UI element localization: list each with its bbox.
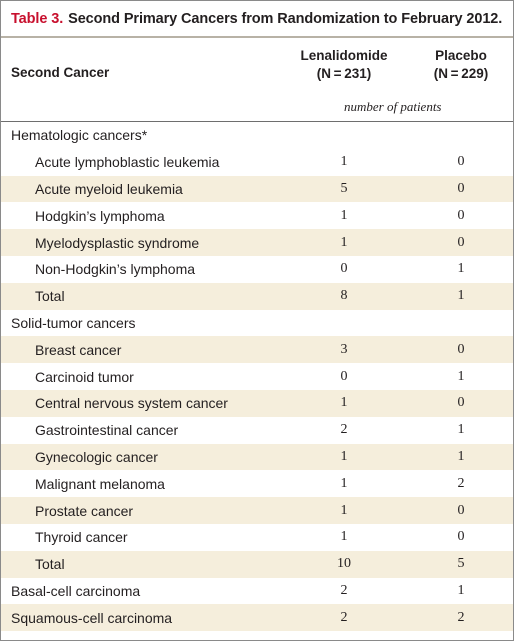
lenalidomide-value: 1 xyxy=(340,207,348,223)
column-header-placebo: Placebo (N = 229) xyxy=(411,47,511,83)
lenalidomide-value: 2 xyxy=(340,582,348,598)
lenalidomide-value: 1 xyxy=(340,475,348,491)
placebo-value: 1 xyxy=(457,422,465,438)
placebo-value: 0 xyxy=(457,502,465,518)
lenalidomide-label: Lenalidomide xyxy=(300,48,388,63)
row-label: Gynecologic cancer xyxy=(35,448,158,465)
table-row: Total 10 5 xyxy=(1,550,513,578)
row-label: Non-Hodgkin’s lymphoma xyxy=(35,261,196,278)
row-label: Total xyxy=(35,288,65,305)
table-row: Total 8 1 xyxy=(1,282,513,310)
table-title: Second Primary Cancers from Randomizatio… xyxy=(68,10,503,27)
table-row: Acute lymphoblastic leukemia 1 0 xyxy=(1,149,513,176)
table-row: Central nervous system cancer 1 0 xyxy=(1,389,513,417)
row-label: Hodgkin’s lymphoma xyxy=(35,207,165,224)
placebo-value: 0 xyxy=(457,154,465,170)
lenalidomide-value: 1 xyxy=(340,529,348,545)
placebo-value: 0 xyxy=(457,529,465,545)
placebo-value: 0 xyxy=(457,207,465,223)
lenalidomide-value: 1 xyxy=(340,154,348,170)
table-row: Thyroid cancer 1 0 xyxy=(1,524,513,551)
placebo-label: Placebo xyxy=(435,48,487,63)
placebo-value: 2 xyxy=(457,475,465,491)
table-row: Prostate cancer 1 0 xyxy=(1,497,513,524)
lenalidomide-value: 1 xyxy=(340,395,348,411)
lenalidomide-value: 1 xyxy=(340,448,348,464)
placebo-value: 1 xyxy=(457,261,465,277)
placebo-value: 0 xyxy=(457,341,465,357)
row-label: Solid-tumor cancers xyxy=(11,314,136,331)
table-row: Gynecologic cancer 1 1 xyxy=(1,443,513,471)
lenalidomide-value: 8 xyxy=(340,288,348,304)
row-label: Gastrointestinal cancer xyxy=(35,422,179,439)
placebo-value: 2 xyxy=(457,609,465,625)
table-row: Gastrointestinal cancer 2 1 xyxy=(1,417,513,444)
row-label: Acute lymphoblastic leukemia xyxy=(35,154,220,171)
table-row: Solid-tumor cancers xyxy=(1,310,513,337)
placebo-value: 1 xyxy=(457,582,465,598)
row-label: Acute myeloid leukemia xyxy=(35,180,183,197)
placebo-value: 1 xyxy=(457,288,465,304)
table-number: Table 3. xyxy=(11,10,64,27)
units-label: number of patients xyxy=(344,99,442,114)
lenalidomide-value: 1 xyxy=(340,234,348,250)
placebo-value: 0 xyxy=(457,234,465,250)
row-label: Myelodysplastic syndrome xyxy=(35,234,200,251)
table-row: Myelodysplastic syndrome 1 0 xyxy=(1,229,513,256)
lenalidomide-value: 0 xyxy=(340,261,348,277)
row-label: Carcinoid tumor xyxy=(35,368,134,385)
row-label: Basal-cell carcinoma xyxy=(11,582,141,599)
lenalidomide-value: 3 xyxy=(340,341,348,357)
lenalidomide-value: 5 xyxy=(340,180,348,196)
table-header: Second Cancer Lenalidomide (N = 231) Pla… xyxy=(1,38,513,122)
lenalidomide-value: 10 xyxy=(337,556,351,572)
placebo-value: 1 xyxy=(457,368,465,384)
column-header-lenalidomide: Lenalidomide (N = 231) xyxy=(289,47,399,83)
row-label: Central nervous system cancer xyxy=(35,395,228,412)
lenalidomide-n: (N = 231) xyxy=(316,66,372,81)
placebo-value: 0 xyxy=(457,180,465,196)
table-row: Basal-cell carcinoma 2 1 xyxy=(1,578,513,605)
table-row: Hodgkin’s lymphoma 1 0 xyxy=(1,202,513,229)
row-label: Malignant melanoma xyxy=(35,475,165,492)
placebo-value: 0 xyxy=(457,395,465,411)
placebo-n: (N = 229) xyxy=(433,66,489,81)
lenalidomide-value: 2 xyxy=(340,422,348,438)
row-label: Breast cancer xyxy=(35,341,122,358)
table-row: Squamous-cell carcinoma 2 2 xyxy=(1,604,513,632)
row-label: Total xyxy=(35,556,65,573)
table-row: Malignant melanoma 1 2 xyxy=(1,470,513,497)
row-label: Thyroid cancer xyxy=(35,529,128,546)
table-title-bar: Table 3. Second Primary Cancers from Ran… xyxy=(1,1,513,38)
lenalidomide-value: 1 xyxy=(340,502,348,518)
table-row: Non-Hodgkin’s lymphoma 0 1 xyxy=(1,256,513,283)
row-label: Prostate cancer xyxy=(35,502,134,519)
table-row: Hematologic cancers* xyxy=(1,122,513,149)
row-label: Hematologic cancers* xyxy=(11,127,148,144)
table-row: Carcinoid tumor 0 1 xyxy=(1,363,513,390)
lenalidomide-value: 2 xyxy=(340,609,348,625)
lenalidomide-value: 0 xyxy=(340,368,348,384)
placebo-value: 5 xyxy=(457,556,465,572)
placebo-value: 1 xyxy=(457,448,465,464)
table-body: Hematologic cancers* Acute lymphoblastic… xyxy=(1,122,513,632)
row-label: Squamous-cell carcinoma xyxy=(11,609,173,626)
column-header-second-cancer: Second Cancer xyxy=(11,65,110,80)
table-row: Breast cancer 3 0 xyxy=(1,336,513,364)
table-row: Acute myeloid leukemia 5 0 xyxy=(1,175,513,203)
